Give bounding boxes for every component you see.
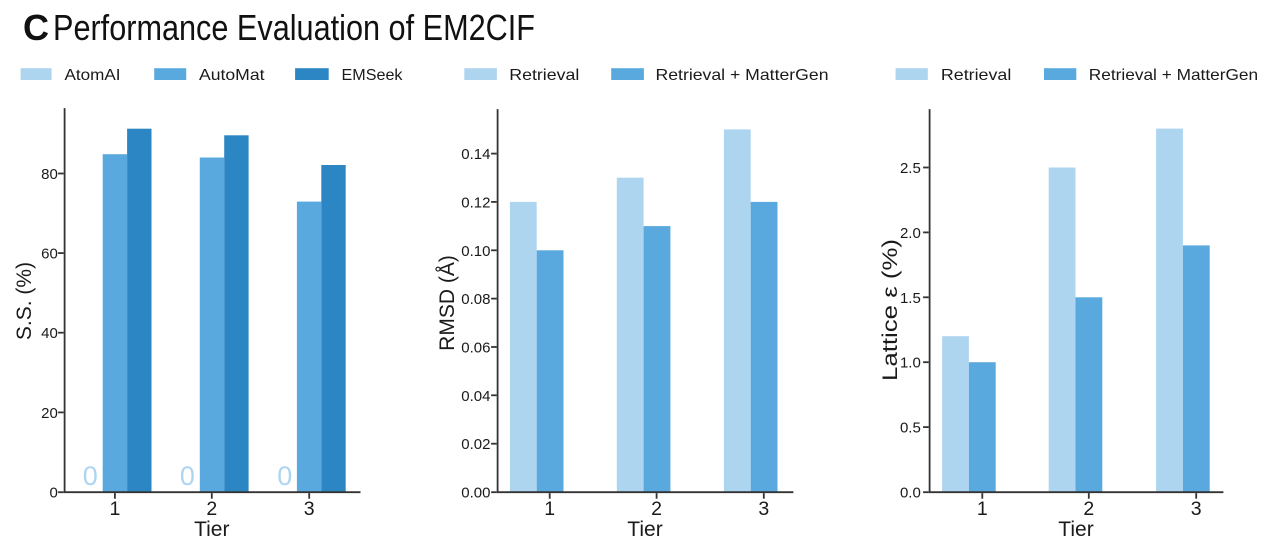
svg-text:0.12: 0.12 [461, 194, 490, 211]
svg-text:Lattice ε (%): Lattice ε (%) [879, 239, 902, 381]
svg-text:Tier: Tier [194, 518, 229, 541]
svg-text:Tier: Tier [1058, 518, 1093, 541]
svg-text:3: 3 [1191, 498, 1202, 520]
svg-text:60: 60 [41, 246, 58, 263]
svg-text:1: 1 [109, 498, 120, 520]
svg-text:1: 1 [544, 498, 555, 520]
svg-text:0: 0 [49, 485, 57, 502]
svg-text:0: 0 [277, 461, 292, 491]
svg-text:2.0: 2.0 [900, 225, 921, 242]
svg-text:80: 80 [41, 166, 58, 183]
svg-text:20: 20 [41, 405, 58, 422]
svg-text:0.08: 0.08 [461, 291, 490, 308]
svg-text:2: 2 [1083, 498, 1094, 520]
svg-text:S.S. (%): S.S. (%) [13, 262, 36, 340]
svg-text:C: C [23, 7, 49, 48]
svg-text:2.5: 2.5 [900, 160, 921, 177]
svg-text:0.10: 0.10 [461, 243, 490, 260]
svg-text:0: 0 [83, 461, 98, 491]
svg-text:1.5: 1.5 [900, 290, 921, 307]
svg-text:Retrieval + MatterGen: Retrieval + MatterGen [1089, 67, 1258, 84]
svg-text:0.00: 0.00 [461, 485, 490, 502]
svg-text:0.06: 0.06 [461, 340, 490, 357]
svg-text:3: 3 [304, 498, 315, 520]
svg-text:EMSeek: EMSeek [342, 67, 404, 84]
svg-text:3: 3 [758, 498, 769, 520]
svg-text:2: 2 [651, 498, 662, 520]
svg-text:0: 0 [180, 461, 195, 491]
svg-text:Retrieval: Retrieval [941, 67, 1011, 84]
svg-text:AtomAI: AtomAI [65, 67, 121, 84]
svg-text:Tier: Tier [627, 518, 662, 541]
svg-text:RMSD (Å): RMSD (Å) [436, 255, 459, 351]
svg-text:Retrieval + MatterGen: Retrieval + MatterGen [656, 67, 829, 84]
svg-text:AutoMat: AutoMat [199, 67, 265, 84]
svg-text:2: 2 [206, 498, 217, 520]
svg-text:0.5: 0.5 [900, 420, 921, 437]
svg-text:Retrieval: Retrieval [509, 67, 579, 84]
svg-text:40: 40 [41, 325, 58, 342]
svg-text:0.0: 0.0 [900, 485, 921, 502]
svg-text:0.14: 0.14 [461, 146, 490, 163]
svg-text:1: 1 [977, 498, 988, 520]
svg-text:0.04: 0.04 [461, 388, 490, 405]
svg-text:Performance Evaluation of EM2C: Performance Evaluation of EM2CIF [53, 7, 535, 48]
svg-text:0.02: 0.02 [461, 436, 490, 453]
svg-text:1.0: 1.0 [900, 355, 921, 372]
